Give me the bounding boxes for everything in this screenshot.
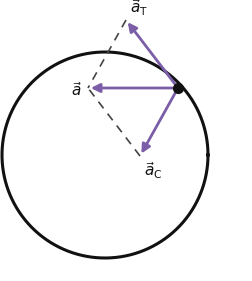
Text: $\vec{a}$: $\vec{a}$ [71,81,82,99]
Text: $\vec{a}_{\mathsf{C}}$: $\vec{a}_{\mathsf{C}}$ [144,160,162,181]
Text: $\vec{a}_{\mathsf{T}}$: $\vec{a}_{\mathsf{T}}$ [130,0,148,18]
